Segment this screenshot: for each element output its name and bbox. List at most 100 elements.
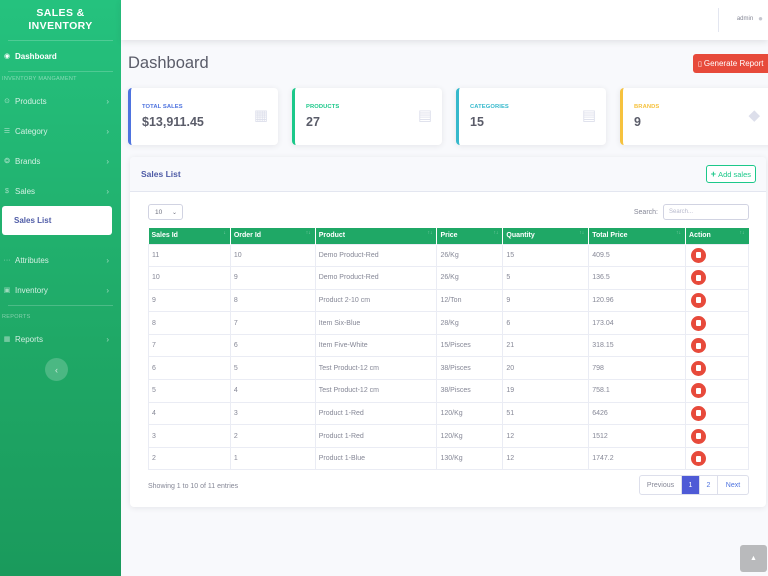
- sidebar-item-brands[interactable]: ❂ Brands ›: [0, 146, 121, 176]
- table-cell-price: 26/Kg: [436, 266, 504, 290]
- table-cell-price: 120/Kg: [436, 424, 504, 448]
- sidebar-item-label: Attributes: [15, 255, 49, 265]
- sidebar-item-dashboard[interactable]: ◉ Dashboard: [0, 41, 121, 71]
- card-label: BRANDS: [634, 104, 660, 110]
- col-price[interactable]: Price ↑↓: [436, 228, 504, 244]
- table-cell-price: 15/Pisces: [436, 333, 504, 358]
- copyright-icon: ❂: [4, 158, 10, 165]
- card-label: TOTAL SALES: [142, 104, 183, 110]
- table-cell-product: Test Product-12 cm: [314, 356, 438, 381]
- table-cell-sales-id: 6: [148, 356, 231, 381]
- table-cell-quantity: 6: [502, 311, 590, 335]
- col-product[interactable]: Product ↑↓: [315, 228, 438, 244]
- trash-icon: [696, 252, 702, 259]
- sidebar-toggle-button[interactable]: ‹: [45, 358, 68, 381]
- table-cell-sales-id: 2: [148, 446, 231, 471]
- table-cell-action: [685, 288, 749, 313]
- table-cell-sales-id: 4: [148, 401, 231, 426]
- table-cell-quantity: 5: [502, 266, 590, 290]
- sidebar-item-attributes[interactable]: ··· Attributes ›: [0, 245, 121, 275]
- trash-icon: [696, 297, 702, 304]
- briefcase-icon: ▣: [3, 287, 11, 294]
- user-menu[interactable]: admin ●: [737, 14, 763, 23]
- table-row: 10 9 Demo Product-Red 26/Kg 5 136.5: [148, 266, 749, 290]
- page-length-select[interactable]: 10 ⌄: [148, 204, 183, 220]
- pagination-next[interactable]: Next: [725, 481, 741, 489]
- divider: [8, 305, 113, 306]
- pagination-page-2[interactable]: 2: [700, 476, 718, 494]
- dollar-icon: $: [5, 187, 9, 195]
- delete-button[interactable]: [691, 428, 707, 444]
- add-sales-button[interactable]: + Add sales: [705, 165, 756, 183]
- delete-button[interactable]: [691, 270, 707, 286]
- plus-icon: +: [710, 169, 717, 179]
- sort-icon: ↑↓: [579, 230, 585, 236]
- table-cell-quantity: 20: [502, 356, 590, 381]
- delete-button[interactable]: [691, 247, 707, 263]
- table-cell-total-price: 758.1: [588, 379, 687, 403]
- clipboard-icon: ▤: [581, 107, 596, 124]
- delete-button[interactable]: [691, 383, 707, 399]
- trash-icon: [696, 274, 702, 281]
- table-header-row: Sales Id ↓ Order Id ↑↓ Product ↑↓ Price ↑↓ Q…: [148, 228, 749, 244]
- col-total-price[interactable]: Total Price ↑↓: [588, 228, 687, 244]
- sidebar-item-category[interactable]: ☰ Category ›: [0, 116, 121, 146]
- scroll-to-top-button[interactable]: ▲: [740, 545, 767, 572]
- pagination-previous[interactable]: Previous: [640, 476, 682, 494]
- table-cell-product: Demo Product-Red: [314, 266, 438, 290]
- delete-button[interactable]: [691, 292, 707, 308]
- table-cell-order-id: 5: [229, 356, 316, 381]
- trash-icon: [696, 320, 702, 327]
- table-cell-sales-id: 3: [148, 424, 231, 448]
- delete-button[interactable]: [691, 360, 707, 376]
- table-row: 4 3 Product 1-Red 120/Kg 51 6426: [148, 401, 749, 426]
- chevron-right-icon: ›: [106, 156, 109, 166]
- brand-line-1: SALES &: [36, 7, 85, 19]
- sidebar-subitem-sales-list[interactable]: Sales List: [2, 206, 112, 235]
- table-cell-action: [685, 266, 749, 290]
- trash-icon: [696, 342, 702, 349]
- sidebar-item-products[interactable]: ⊙ Products ›: [0, 86, 121, 116]
- card-value: 15: [470, 115, 484, 129]
- delete-button[interactable]: [691, 405, 707, 421]
- sidebar-item-inventory[interactable]: ▣ Inventory ›: [0, 275, 121, 305]
- sidebar-item-label: Brands: [15, 156, 41, 166]
- sidebar-item-label: Inventory: [15, 285, 48, 295]
- chevron-left-icon: ‹: [55, 364, 58, 375]
- delete-button[interactable]: [691, 315, 707, 331]
- card-value: 9: [634, 115, 641, 129]
- table-cell-order-id: 8: [229, 288, 316, 313]
- generate-report-button[interactable]: ▯ Generate Report: [693, 54, 768, 73]
- pagination-page-1[interactable]: 1: [682, 476, 700, 494]
- page-title: Dashboard: [128, 54, 209, 72]
- sidebar-item-label: Category: [15, 126, 48, 136]
- table-cell-price: 28/Kg: [436, 311, 504, 335]
- table-cell-product: Product 2-10 cm: [314, 288, 438, 313]
- col-quantity[interactable]: Quantity ↑↓: [502, 228, 590, 244]
- brand-logo[interactable]: SALES & INVENTORY: [0, 0, 121, 40]
- table-cell-order-id: 4: [229, 379, 316, 403]
- table-cell-total-price: 1747.2: [588, 446, 687, 471]
- trash-icon: [696, 410, 702, 417]
- sort-icon: ↓: [223, 230, 226, 236]
- sidebar-item-sales[interactable]: $ Sales ›: [0, 176, 121, 206]
- chevron-right-icon: ›: [106, 255, 109, 265]
- sidebar-item-reports[interactable]: ▦ Reports ›: [0, 324, 121, 354]
- table-cell-action: [685, 311, 749, 335]
- search-input[interactable]: Search...: [663, 204, 749, 220]
- add-sales-label: Add sales: [718, 169, 751, 179]
- sales-list-panel: Sales List + Add sales 10 ⌄ Search: Sear…: [130, 157, 766, 507]
- sort-icon: ↑↓: [493, 230, 499, 236]
- table-cell-total-price: 798: [588, 356, 687, 381]
- table-cell-quantity: 9: [502, 288, 590, 313]
- user-icon: ●: [758, 14, 763, 23]
- table-cell-sales-id: 9: [148, 288, 231, 313]
- table-cell-order-id: 7: [229, 311, 316, 335]
- col-action[interactable]: Action ↑↓: [685, 228, 749, 244]
- delete-button[interactable]: [691, 451, 707, 467]
- table-cell-price: 120/Kg: [436, 401, 504, 426]
- chevron-right-icon: ›: [106, 285, 109, 295]
- delete-button[interactable]: [691, 338, 707, 354]
- col-sales-id[interactable]: Sales Id ↓: [148, 228, 231, 244]
- col-order-id[interactable]: Order Id ↑↓: [230, 228, 316, 244]
